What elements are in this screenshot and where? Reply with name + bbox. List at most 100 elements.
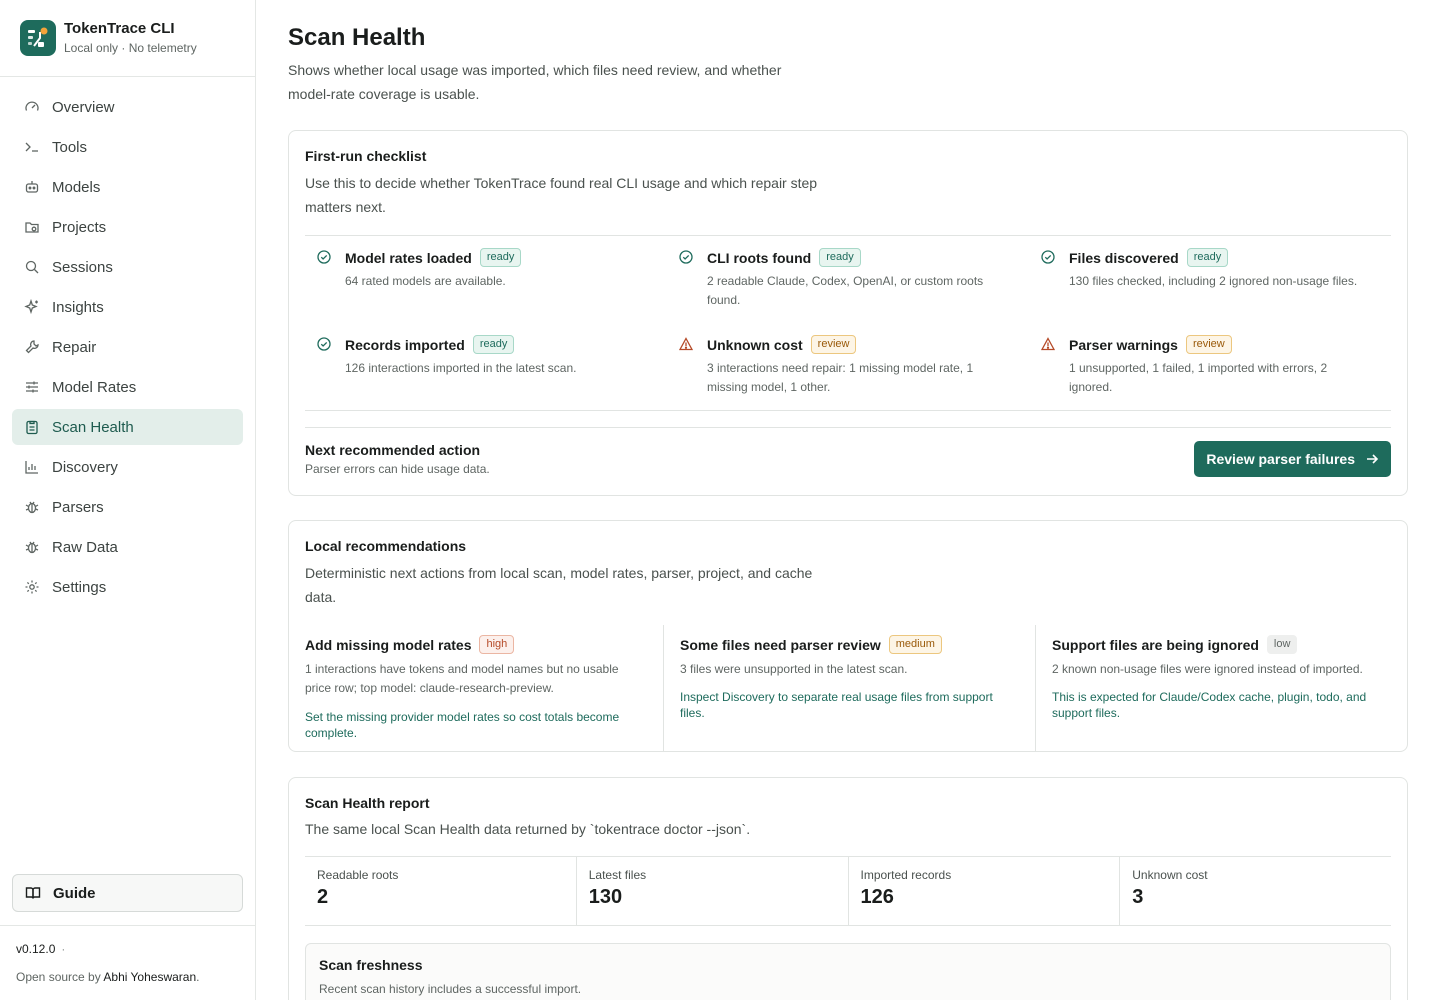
page-title: Scan Health bbox=[288, 24, 426, 51]
sidebar-nav: Overview Tools Models Projects Sessions … bbox=[0, 77, 255, 605]
card-description: The same local Scan Health data returned… bbox=[305, 821, 751, 837]
next-action-title: Next recommended action bbox=[305, 442, 481, 458]
freshness-description: Recent scan history includes a successfu… bbox=[319, 982, 582, 996]
priority-badge: medium bbox=[888, 635, 942, 654]
check-description: 2 readable Claude, Codex, OpenAI, or cus… bbox=[707, 274, 984, 307]
stat-latest-files: Latest files 130 bbox=[575, 857, 848, 925]
check-title: Model rates loaded bbox=[345, 249, 472, 266]
card-title: Local recommendations bbox=[305, 538, 467, 554]
recommendation-item: Some files need parser review medium 3 fi… bbox=[663, 625, 1035, 751]
recommendation-title: Support files are being ignored bbox=[1052, 636, 1259, 653]
recommendation-action[interactable]: Set the missing provider model rates so … bbox=[305, 710, 620, 740]
recommendation-description: 1 interactions have tokens and model nam… bbox=[305, 662, 619, 695]
sidebar-item-label: Settings bbox=[52, 578, 107, 596]
warning-triangle-icon bbox=[679, 337, 693, 351]
sidebar-item-repair[interactable]: Repair bbox=[12, 329, 243, 365]
guide-label: Guide bbox=[53, 884, 96, 902]
check-circle-icon bbox=[679, 250, 693, 264]
checklist-grid: Model rates loaded ready 64 rated models … bbox=[305, 235, 1391, 411]
sidebar-item-label: Sessions bbox=[52, 258, 113, 276]
check-circle-icon bbox=[1041, 250, 1055, 264]
status-badge: ready bbox=[1186, 248, 1229, 267]
brand-header: TokenTrace CLI Local only · No telemetry bbox=[0, 0, 255, 77]
recommendation-description: 3 files were unsupported in the latest s… bbox=[680, 662, 908, 676]
arrow-right-icon bbox=[1365, 452, 1379, 466]
app-logo-icon bbox=[20, 20, 56, 56]
recommendation-title: Some files need parser review bbox=[680, 636, 881, 653]
status-badge: ready bbox=[472, 335, 515, 354]
stat-value: 2 bbox=[317, 886, 329, 908]
recommendation-action[interactable]: This is expected for Claude/Codex cache,… bbox=[1052, 690, 1367, 720]
sidebar-item-parsers[interactable]: Parsers bbox=[12, 489, 243, 525]
sidebar-item-tools[interactable]: Tools bbox=[12, 129, 243, 165]
sidebar-item-discovery[interactable]: Discovery bbox=[12, 449, 243, 485]
sidebar-item-label: Repair bbox=[52, 338, 97, 356]
priority-badge: high bbox=[479, 635, 515, 654]
stat-value: 126 bbox=[860, 886, 894, 908]
priority-badge: low bbox=[1266, 635, 1298, 654]
scan-health-report-card: Scan Health report The same local Scan H… bbox=[288, 777, 1408, 1000]
sidebar-item-label: Overview bbox=[52, 98, 115, 116]
sidebar-item-models[interactable]: Models bbox=[12, 169, 243, 205]
folder-icon bbox=[24, 219, 40, 235]
sidebar-item-label: Model Rates bbox=[52, 378, 137, 396]
check-title: Unknown cost bbox=[707, 336, 803, 353]
gear-icon bbox=[24, 579, 40, 595]
stat-label: Latest files bbox=[588, 868, 647, 882]
scan-freshness-panel: Scan freshness Recent scan history inclu… bbox=[305, 943, 1391, 1000]
check-description: 126 interactions imported in the latest … bbox=[345, 361, 577, 375]
stat-readable-roots: Readable roots 2 bbox=[305, 857, 576, 925]
review-parser-failures-button[interactable]: Review parser failures bbox=[1194, 441, 1391, 477]
recommendation-action[interactable]: Inspect Discovery to separate real usage… bbox=[680, 690, 993, 720]
app-subtitle: Local only · No telemetry bbox=[64, 41, 197, 55]
author-link[interactable]: Abhi Yoheswaran bbox=[103, 970, 197, 984]
card-description: Use this to decide whether TokenTrace fo… bbox=[305, 175, 818, 215]
sidebar-item-label: Projects bbox=[52, 218, 107, 236]
recommendation-description: 2 known non-usage files were ignored ins… bbox=[1052, 662, 1363, 676]
status-badge: review bbox=[1185, 335, 1232, 354]
search-icon bbox=[24, 259, 40, 275]
sidebar-item-label: Models bbox=[52, 178, 101, 196]
bug-icon bbox=[24, 539, 40, 555]
version-label: v0.12.0 · bbox=[16, 942, 66, 956]
check-title: CLI roots found bbox=[707, 249, 812, 266]
wrench-icon bbox=[24, 339, 40, 355]
guide-button[interactable]: Guide bbox=[12, 874, 243, 912]
sidebar-item-raw-data[interactable]: Raw Data bbox=[12, 529, 243, 565]
sidebar-item-settings[interactable]: Settings bbox=[12, 569, 243, 605]
check-title: Files discovered bbox=[1069, 249, 1179, 266]
bar-chart-icon bbox=[24, 459, 40, 475]
sidebar-item-label: Scan Health bbox=[52, 418, 134, 436]
card-description: Deterministic next actions from local sc… bbox=[305, 565, 813, 605]
sidebar-item-label: Discovery bbox=[52, 458, 118, 476]
stat-value: 3 bbox=[1132, 886, 1144, 908]
stat-label: Readable roots bbox=[317, 868, 399, 882]
local-recommendations-card: Local recommendations Deterministic next… bbox=[288, 520, 1408, 752]
freshness-title: Scan freshness bbox=[319, 957, 423, 973]
sidebar-item-insights[interactable]: Insights bbox=[12, 289, 243, 325]
status-badge: ready bbox=[819, 248, 861, 267]
sidebar-item-overview[interactable]: Overview bbox=[12, 89, 243, 125]
card-title: Scan Health report bbox=[305, 795, 430, 811]
robot-icon bbox=[24, 179, 40, 195]
clipboard-icon bbox=[24, 419, 40, 435]
stat-imported-records: Imported records 126 bbox=[847, 857, 1120, 925]
recommendation-title: Add missing model rates bbox=[305, 636, 472, 653]
sidebar-item-scan-health[interactable]: Scan Health bbox=[12, 409, 243, 445]
credit-text: Open source by Abhi Yoheswaran. bbox=[16, 970, 200, 984]
sidebar-item-label: Insights bbox=[52, 298, 104, 316]
divider bbox=[305, 427, 1391, 428]
sparkle-icon bbox=[24, 299, 40, 315]
bug-icon bbox=[24, 499, 40, 515]
recommendation-item: Support files are being ignored low 2 kno… bbox=[1035, 625, 1407, 751]
sidebar-item-model-rates[interactable]: Model Rates bbox=[12, 369, 243, 405]
check-description: 3 interactions need repair: 1 missing mo… bbox=[707, 361, 974, 394]
sidebar-item-projects[interactable]: Projects bbox=[12, 209, 243, 245]
stat-label: Unknown cost bbox=[1132, 868, 1208, 882]
status-badge: ready bbox=[479, 248, 522, 267]
recommendation-item: Add missing model rates high 1 interactio… bbox=[289, 625, 663, 751]
stats-row: Readable roots 2 Latest files 130 Import… bbox=[305, 856, 1391, 926]
sidebar-item-sessions[interactable]: Sessions bbox=[12, 249, 243, 285]
warning-triangle-icon bbox=[1041, 337, 1055, 351]
button-label: Review parser failures bbox=[1206, 451, 1355, 467]
